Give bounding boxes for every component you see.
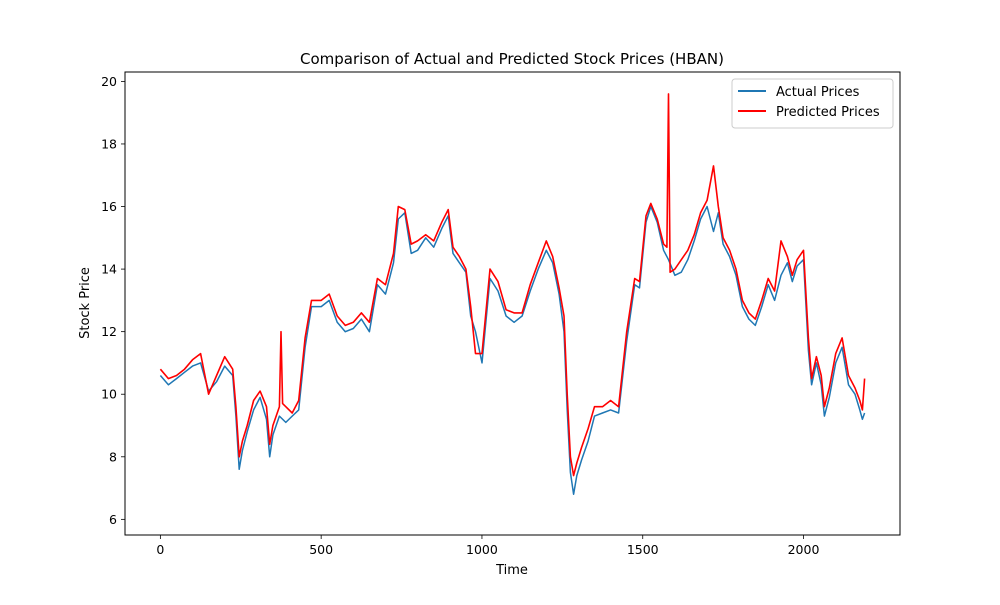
- y-tick-label: 12: [101, 324, 117, 339]
- y-tick-label: 14: [101, 262, 117, 277]
- legend-label-actual: Actual Prices: [776, 85, 860, 100]
- y-tick-label: 16: [101, 199, 117, 214]
- x-tick-label: 500: [309, 542, 333, 557]
- plot-area: [125, 72, 900, 535]
- series-layer: [159, 93, 866, 496]
- chart-title: Comparison of Actual and Predicted Stock…: [300, 50, 724, 68]
- y-tick-label: 20: [101, 74, 117, 89]
- y-tick-label: 8: [109, 449, 117, 464]
- y-tick-label: 10: [101, 387, 117, 402]
- plot-frame: [124, 71, 901, 536]
- x-tick-label: 0: [156, 542, 164, 557]
- legend-box: [731, 78, 894, 129]
- x-tick-label: 2000: [788, 542, 820, 557]
- y-tick-label: 18: [101, 136, 117, 151]
- series-line-actual: [159, 205, 866, 496]
- x-axis: 0 500 1000 1500 2000: [156, 535, 819, 557]
- y-tick-label: 6: [109, 512, 117, 527]
- x-tick-label: 1000: [466, 542, 498, 557]
- y-axis-label: Stock Price: [78, 267, 93, 339]
- series-line-predicted: [159, 93, 866, 477]
- x-axis-label: Time: [495, 563, 528, 578]
- x-tick-label: 1500: [627, 542, 659, 557]
- legend: Actual Prices Predicted Prices: [731, 78, 894, 129]
- legend-label-predicted: Predicted Prices: [776, 105, 880, 120]
- y-axis: 6 8 10 12 14 16 18 20: [101, 74, 125, 527]
